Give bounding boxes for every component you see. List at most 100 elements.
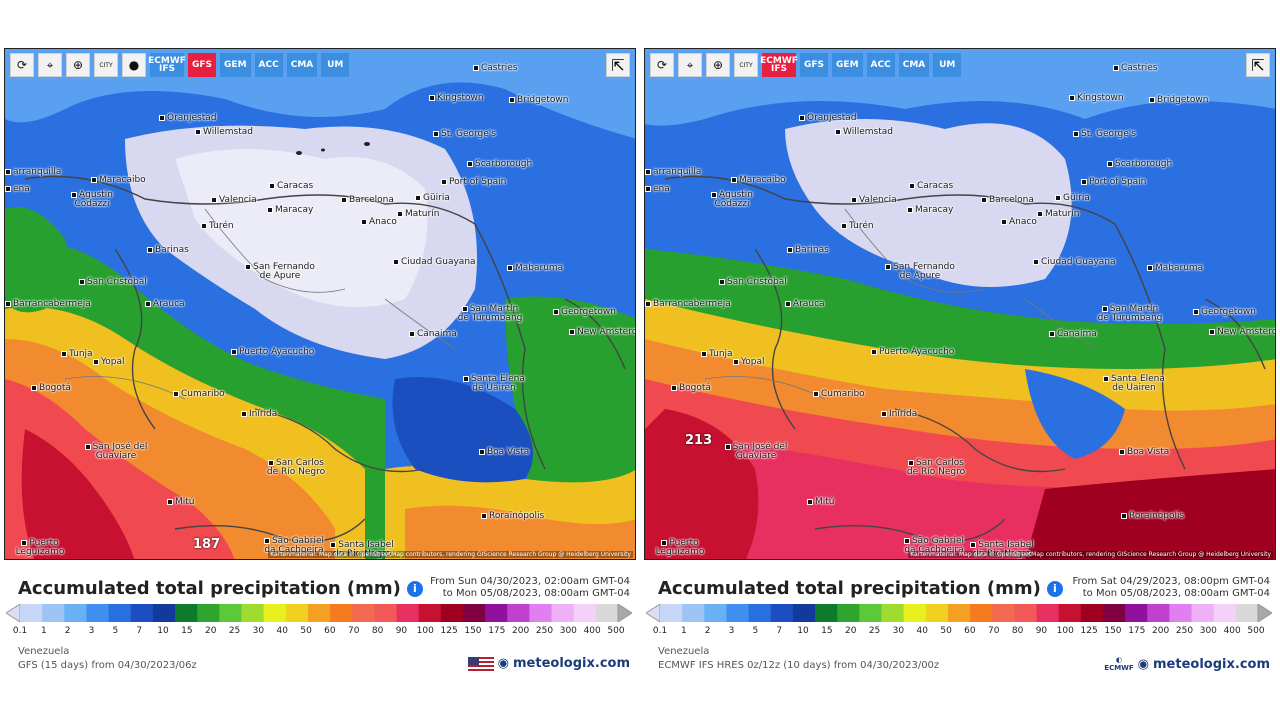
scale-swatch [352, 604, 375, 622]
place-label-newamsterdam: New Amsterdam [569, 327, 635, 337]
model-button-acc[interactable]: ACC [866, 53, 895, 77]
precipitation-map[interactable]: ⟳ ⌖ ⊕ CITY ECMWF IFS GFS GEM ACC CMA UM … [644, 48, 1276, 560]
color-scale [646, 604, 1272, 622]
place-label-saogabriel: São Gabriel da Cachoeira [259, 537, 329, 555]
brand-logo[interactable]: ◉ meteologix.com [467, 656, 630, 671]
precipitation-map[interactable]: ⟳ ⌖ ⊕ CITY ● ECMWF IFS GFS GEM ACC CMA U… [4, 48, 636, 560]
scale-tick-label: 30 [252, 626, 265, 636]
zoom-icon[interactable]: ⊕ [706, 53, 730, 77]
scale-tick-label: 3 [88, 626, 95, 636]
location-pin-icon[interactable]: ⌖ [38, 53, 62, 77]
place-label-maracaibo: Maracaibo [731, 175, 786, 185]
meteologix-logo-icon: ◉ [1137, 656, 1150, 672]
model-button-ecmwf[interactable]: ECMWF IFS [148, 53, 186, 77]
scale-arrow-right [1257, 604, 1272, 622]
share-icon[interactable]: ⇱ [1246, 53, 1270, 77]
scale-tick-label: 40 [276, 626, 288, 636]
model-button-gfs[interactable]: GFS [188, 53, 217, 77]
scale-tick-label: 60 [964, 626, 976, 636]
place-label-stgeorges: St. George's [433, 129, 496, 139]
scale-swatch [1080, 604, 1104, 622]
info-icon[interactable]: i [1046, 580, 1063, 597]
place-label-barinas: Barinas [147, 245, 189, 255]
scale-swatch [1036, 604, 1060, 622]
scale-swatch [485, 604, 508, 622]
location-pin-icon[interactable]: ⌖ [678, 53, 702, 77]
scale-swatch [1058, 604, 1082, 622]
scale-tick-label: 100 [416, 626, 434, 636]
zoom-icon[interactable]: ⊕ [66, 53, 90, 77]
scale-tick-label: 25 [868, 626, 881, 636]
scale-swatch [263, 604, 287, 622]
scale-tick-label: 150 [1104, 626, 1122, 636]
model-button-acc[interactable]: ACC [254, 53, 283, 77]
place-label-ciudadguayana: Ciudad Guayana [1033, 257, 1116, 267]
place-label-tunja: Tunja [61, 349, 93, 359]
model-button-um[interactable]: UM [321, 53, 350, 77]
scale-swatch [748, 604, 772, 622]
place-label-valencia: Valencia [851, 195, 897, 205]
refresh-icon[interactable]: ⟳ [650, 53, 674, 77]
scale-tick-label: 250 [1175, 626, 1194, 636]
place-label-portofspain: Port of Spain [441, 177, 506, 187]
model-button-ecmwf[interactable]: ECMWF IFS [760, 53, 798, 77]
refresh-icon[interactable]: ⟳ [10, 53, 34, 77]
place-label-maturin: Maturín [397, 209, 439, 219]
scale-tick-label: 125 [1080, 626, 1098, 636]
scale-tick-label: 175 [1128, 626, 1146, 636]
scale-swatch [1147, 604, 1170, 622]
scale-tick-label: 400 [1223, 626, 1241, 636]
scale-swatch [682, 604, 705, 622]
info-icon[interactable]: i [406, 580, 423, 597]
scale-swatch [792, 604, 816, 622]
scale-tick-label: 200 [1152, 626, 1170, 636]
place-label-guiria: Güiria [1055, 193, 1090, 203]
place-label-santaisabel: Santa Isabel do Rio Negro [967, 541, 1037, 559]
model-button-gem[interactable]: GEM [832, 53, 863, 77]
model-button-gem[interactable]: GEM [220, 53, 251, 77]
place-label-mabaruma: Mabaruma [1147, 263, 1203, 273]
place-label-rorainopolis: Rorainópolis [1121, 511, 1184, 521]
scale-swatch [859, 604, 882, 622]
place-label-yopal: Yopal [93, 357, 125, 367]
model-button-gfs[interactable]: GFS [800, 53, 829, 77]
place-label-oranjestad: Oranjestad [799, 113, 857, 123]
brand-name: meteologix.com [1153, 656, 1270, 672]
place-label-bogota: Bogotá [31, 383, 71, 393]
place-label-castries: Castries [1113, 63, 1157, 73]
scale-swatch [770, 604, 794, 622]
scale-arrow-left [6, 604, 21, 622]
city-icon[interactable]: CITY [734, 53, 758, 77]
map-canvas [645, 49, 1275, 559]
city-icon[interactable]: CITY [94, 53, 118, 77]
brand-logo[interactable]: ◐ ECMWF ◉ meteologix.com [1104, 656, 1270, 672]
model-button-cma[interactable]: CMA [286, 53, 318, 77]
legend-title: Accumulated total precipitation (mm) i [18, 578, 423, 599]
model-run-label: ECMWF IFS HRES 0z/12z (10 days) from 04/… [658, 660, 940, 671]
place-label-oranjestad: Oranjestad [159, 113, 217, 123]
place-label-bridgetown: Bridgetown [509, 95, 568, 105]
scale-swatch [881, 604, 905, 622]
scale-tick-label: 3 [728, 626, 735, 636]
place-label-maracaibo: Maracaibo [91, 175, 146, 185]
place-label-willemstad: Willemstad [835, 127, 893, 137]
scale-labels: 0.1 1 2 3 5 7 10 15 20 25 30 40 50 60 70 80 90 100 125 150 1… [653, 626, 1265, 638]
scale-tick-label: 1 [40, 626, 47, 636]
scale-swatch [1235, 604, 1259, 622]
scale-swatch [1169, 604, 1193, 622]
scale-swatch [1014, 604, 1038, 622]
model-button-cma[interactable]: CMA [898, 53, 930, 77]
scale-tick-label: 2 [704, 626, 711, 636]
flag-icon [467, 656, 494, 671]
place-label-inirida: Inírida [881, 409, 917, 419]
dot-icon[interactable]: ● [122, 53, 146, 77]
scale-tick-label: 5 [752, 626, 759, 636]
scale-swatch [175, 604, 198, 622]
scale-swatch [330, 604, 353, 622]
share-icon[interactable]: ⇱ [606, 53, 630, 77]
place-label-georgetown: Georgetown [553, 307, 616, 317]
place-label-tunja: Tunja [701, 349, 733, 359]
model-button-um[interactable]: UM [933, 53, 962, 77]
scale-swatch [396, 604, 420, 622]
scale-tick-label: 90 [395, 626, 408, 636]
